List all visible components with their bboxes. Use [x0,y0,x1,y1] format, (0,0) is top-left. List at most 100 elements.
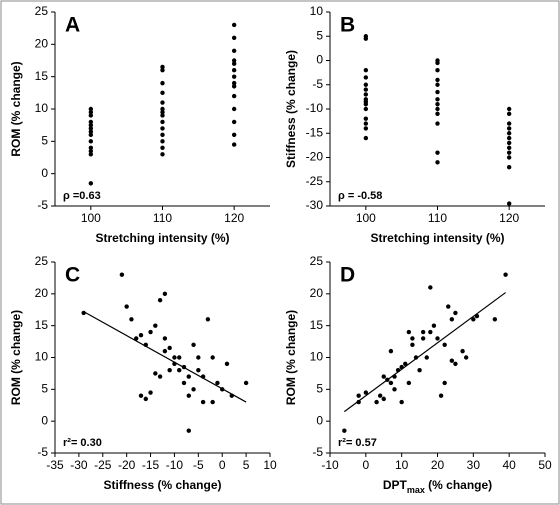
y-axis-label: Stiffness (% change) [284,50,298,168]
point [506,121,512,126]
x-axis-label-part: (% change) [425,478,492,492]
y-tick-label: 5 [41,134,48,148]
point [377,393,383,398]
y-tick-label: -5 [37,445,48,459]
point [449,358,455,363]
y-axis-label: ROM (% change) [9,310,23,405]
point [424,355,429,360]
point [81,310,86,316]
y-tick-label: 20 [35,286,49,300]
y-tick-label: 0 [41,413,48,427]
point [435,89,440,95]
x-tick-label: 0 [219,458,226,472]
x-tick-label: 10 [263,458,277,472]
point [88,152,94,157]
point [160,100,165,105]
trend-line [83,311,247,403]
y-tick-label: -10 [306,101,324,115]
point [231,61,237,66]
annotation: ρ =0.63 [63,190,101,202]
point [160,119,165,125]
point [231,74,237,79]
point [196,368,201,373]
point [492,317,498,322]
point [200,399,206,405]
trend-line [343,292,506,413]
point [153,323,158,328]
y-tick-label: 25 [310,254,324,268]
point [143,396,148,402]
point [153,371,158,376]
x-tick-label: -15 [142,458,160,472]
point [186,393,191,398]
point [399,364,404,370]
point [231,58,237,63]
point [446,304,451,309]
point [181,364,187,370]
point [196,355,201,360]
point [410,342,415,347]
point [88,129,94,134]
point [231,22,237,28]
point [231,119,237,125]
point [224,361,230,367]
x-axis-label: Stretching intensity (%) [95,231,229,245]
point [210,399,215,405]
point [88,122,94,128]
y-tick-label: 15 [35,69,49,83]
y-tick-label: -30 [306,198,324,212]
point [435,77,440,83]
point [442,380,447,386]
point [428,285,433,290]
point [160,132,165,138]
point [474,313,480,319]
point [435,82,440,87]
point [471,317,476,322]
point [363,101,369,107]
y-tick-label: 10 [310,350,324,364]
y-tick-label: 0 [316,53,323,67]
point [119,272,125,277]
x-tick-label: 40 [502,458,516,472]
x-tick-label: -10 [321,458,339,472]
point [172,355,177,360]
point [160,110,165,115]
point [460,348,465,354]
point [88,148,94,154]
x-axis-label: Stiffness (% change) [103,478,221,492]
y-tick-label: 5 [41,382,48,396]
point [88,139,94,144]
point [392,374,397,379]
point [243,380,249,386]
point [363,390,369,395]
point [124,304,129,309]
point [148,329,153,335]
point [363,92,369,97]
y-tick-label: 20 [35,37,49,51]
point [160,113,165,118]
point [88,181,94,186]
point [506,131,512,136]
y-tick-label: 5 [316,28,323,42]
y-axis-label: ROM (% change) [284,310,298,405]
x-axis-label-part: max [407,485,425,495]
point [160,90,165,96]
point [385,377,390,382]
point [231,142,237,147]
point [88,113,94,118]
point [417,368,422,373]
point [363,82,369,87]
x-tick-label: -25 [94,458,112,472]
point [231,106,237,112]
point [160,68,165,73]
point [162,348,168,354]
point [506,135,512,141]
point [160,152,165,157]
point [435,336,440,341]
point [388,380,394,386]
point [200,374,206,379]
point [506,201,512,206]
point [231,132,237,138]
x-tick-label: 30 [467,458,481,472]
